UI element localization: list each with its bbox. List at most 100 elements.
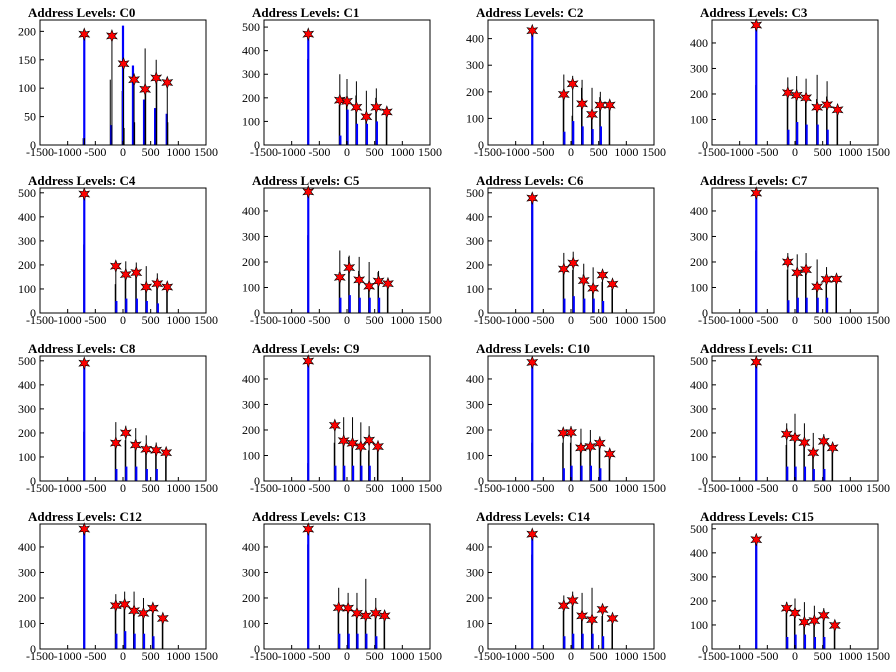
y-tick-label: 100 bbox=[18, 616, 36, 630]
peak-marker bbox=[337, 433, 350, 448]
peak-marker bbox=[146, 601, 159, 616]
peak-marker bbox=[606, 611, 619, 626]
x-tick-label: 1000 bbox=[614, 649, 638, 663]
peak-marker bbox=[350, 100, 363, 115]
chart-panel-11: Address Levels: C11 0 100 200 300 400 500 -1500… bbox=[672, 336, 896, 504]
x-tick-label: 1000 bbox=[838, 649, 862, 663]
peak-marker bbox=[139, 82, 152, 97]
y-tick-label: 300 bbox=[466, 234, 484, 248]
peak-marker bbox=[781, 85, 794, 100]
x-tick-label: -1500 bbox=[26, 313, 54, 327]
peak-marker bbox=[372, 274, 385, 288]
peak-marker bbox=[302, 354, 315, 368]
y-tick-label: 500 bbox=[466, 186, 484, 200]
x-tick-label: 1000 bbox=[390, 145, 414, 159]
peak-marker bbox=[526, 23, 539, 38]
x-tick-label: 0 bbox=[344, 313, 350, 327]
peak-marker bbox=[808, 613, 821, 628]
x-tick-label: 500 bbox=[366, 481, 384, 495]
x-tick-label: 1500 bbox=[418, 649, 442, 663]
peak-marker bbox=[140, 442, 153, 457]
y-tick-label: 300 bbox=[18, 234, 36, 248]
y-tick-label: 500 bbox=[690, 354, 708, 368]
y-tick-label: 200 bbox=[690, 426, 708, 440]
y-tick-label: 400 bbox=[18, 210, 36, 224]
x-tick-label: 1500 bbox=[866, 481, 890, 495]
x-tick-label: 1500 bbox=[194, 313, 218, 327]
chart-svg: Address Levels: C15 0 100 200 300 400 500 -1500… bbox=[690, 509, 890, 663]
peak-marker bbox=[105, 29, 118, 43]
chart-panel-4: Address Levels: C4 0 100 200 300 400 500 -1500-… bbox=[0, 168, 224, 336]
y-tick-label: 0 bbox=[30, 474, 36, 488]
y-tick-label: 100 bbox=[18, 282, 36, 296]
peak-marker bbox=[557, 87, 570, 102]
chart-title: Address Levels: C4 bbox=[28, 173, 136, 188]
x-tick-label: -1000 bbox=[726, 313, 754, 327]
x-tick-label: 1000 bbox=[838, 313, 862, 327]
peak-marker bbox=[817, 434, 830, 449]
x-tick-label: 1500 bbox=[418, 145, 442, 159]
y-tick-label: 400 bbox=[242, 540, 260, 554]
chart-panel-1: Address Levels: C1 0 100 200 300 400 500 -1500-… bbox=[224, 0, 448, 168]
peak-marker bbox=[565, 425, 577, 440]
peak-marker bbox=[791, 265, 804, 280]
chart-panel-12: Address Levels: C12 0 100 200 300 400 -1500 -10… bbox=[0, 504, 224, 672]
chart-panel-7: Address Levels: C7 0 100 200 300 400 -1500 -100… bbox=[672, 168, 896, 336]
y-tick-label: 0 bbox=[702, 138, 708, 152]
chart-title: Address Levels: C0 bbox=[28, 5, 135, 20]
plot-frame bbox=[263, 187, 431, 314]
peak-marker bbox=[828, 618, 841, 633]
peak-marker bbox=[128, 603, 141, 618]
peak-marker bbox=[150, 71, 163, 85]
peak-marker bbox=[567, 256, 580, 270]
x-tick-label: 1000 bbox=[390, 313, 414, 327]
y-tick-label: 400 bbox=[466, 210, 484, 224]
x-tick-label: -500 bbox=[84, 145, 106, 159]
x-tick-label: -1000 bbox=[54, 145, 82, 159]
peak-marker bbox=[363, 433, 376, 448]
chart-title: Address Levels: C9 bbox=[252, 341, 360, 356]
x-tick-label: 0 bbox=[792, 649, 798, 663]
peak-marker bbox=[750, 532, 763, 547]
x-tick-label: 500 bbox=[590, 481, 608, 495]
y-tick-label: 100 bbox=[466, 111, 484, 125]
x-tick-label: -1000 bbox=[726, 145, 754, 159]
x-tick-label: 1500 bbox=[194, 145, 218, 159]
y-tick-label: 0 bbox=[478, 306, 484, 320]
peak-marker bbox=[587, 281, 600, 296]
chart-panel-15: Address Levels: C15 0 100 200 300 400 500 -1500… bbox=[672, 504, 896, 672]
chart-panel-0: Address Levels: C0 0 50 100 150 200 -1500 -1000… bbox=[0, 0, 224, 168]
x-tick-label: 1000 bbox=[838, 481, 862, 495]
peak-marker bbox=[346, 436, 359, 451]
y-tick-label: 400 bbox=[242, 372, 260, 386]
chart-panel-14: Address Levels: C14 0 100 200 300 400 -1500 -10… bbox=[448, 504, 672, 672]
x-tick-label: -1000 bbox=[54, 649, 82, 663]
y-tick-label: 0 bbox=[254, 474, 260, 488]
x-tick-label: 500 bbox=[590, 649, 608, 663]
x-tick-label: -1500 bbox=[698, 649, 726, 663]
peak-marker bbox=[360, 109, 373, 124]
peak-marker bbox=[117, 56, 130, 71]
x-tick-label: 500 bbox=[590, 313, 608, 327]
x-tick-label: 1500 bbox=[642, 313, 666, 327]
x-tick-label: 1500 bbox=[418, 313, 442, 327]
chart-title: Address Levels: C8 bbox=[28, 341, 136, 356]
chart-title: Address Levels: C2 bbox=[476, 5, 583, 20]
peak-marker bbox=[577, 273, 590, 288]
peak-marker bbox=[606, 277, 619, 292]
y-tick-label: 300 bbox=[690, 402, 708, 416]
x-tick-label: 0 bbox=[120, 145, 126, 159]
y-tick-label: 400 bbox=[690, 378, 708, 392]
chart-title: Address Levels: C15 bbox=[700, 509, 814, 524]
x-tick-label: -1000 bbox=[726, 649, 754, 663]
x-tick-label: -1500 bbox=[698, 145, 726, 159]
y-tick-label: 100 bbox=[242, 280, 260, 294]
x-tick-label: -500 bbox=[84, 313, 106, 327]
x-tick-label: 1000 bbox=[614, 313, 638, 327]
y-tick-label: 200 bbox=[18, 591, 36, 605]
x-tick-label: -1500 bbox=[26, 649, 54, 663]
y-tick-label: 100 bbox=[690, 450, 708, 464]
peak-marker bbox=[830, 272, 843, 286]
peak-marker bbox=[381, 276, 394, 291]
chart-panel-5: Address Levels: C5 0 100 200 300 400 -1500 -100… bbox=[224, 168, 448, 336]
